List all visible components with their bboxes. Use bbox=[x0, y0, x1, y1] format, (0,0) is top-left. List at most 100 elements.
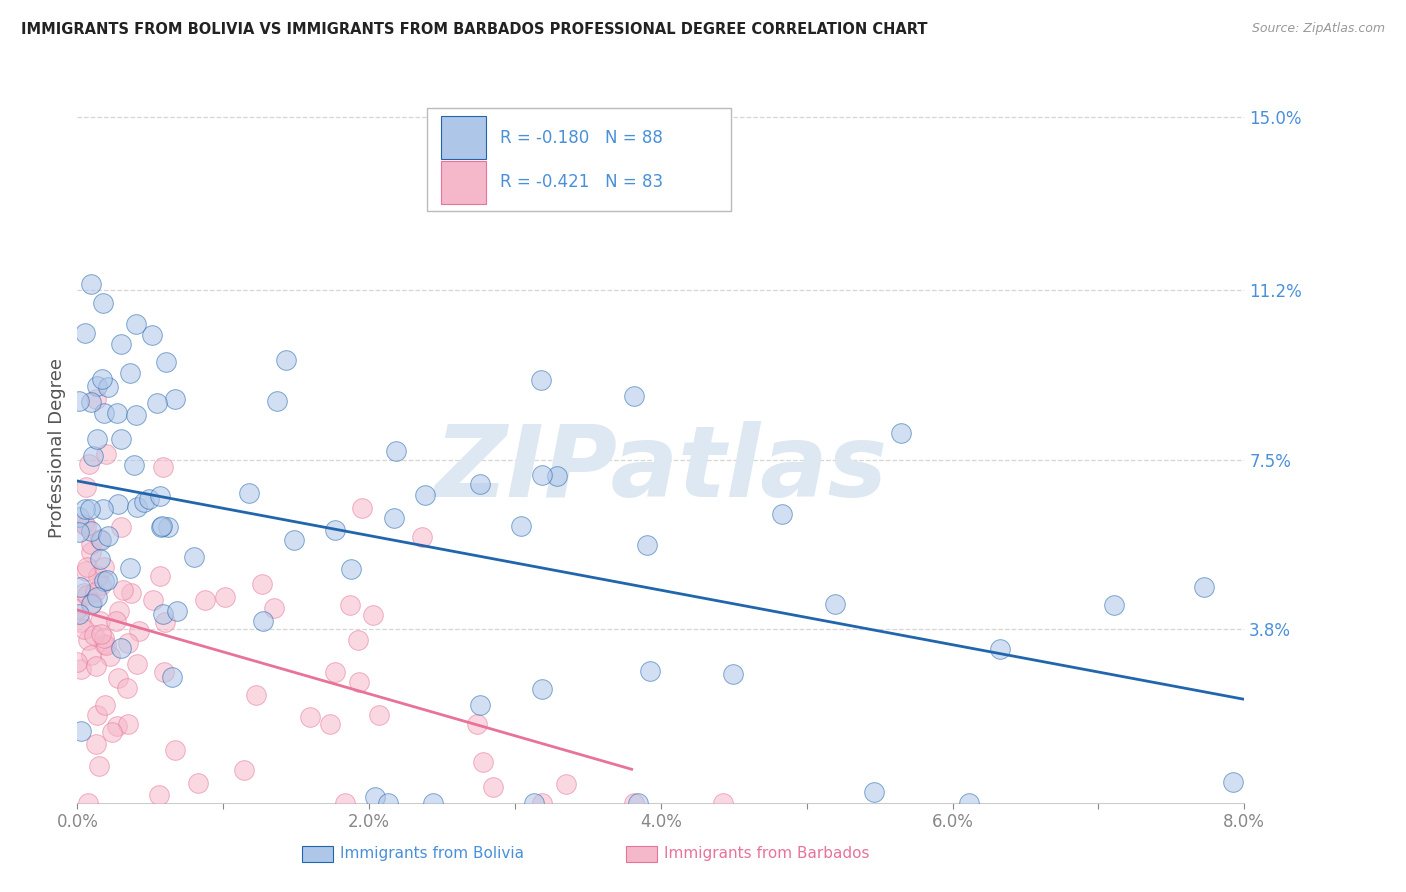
Point bbox=[623, 389, 645, 403]
Point bbox=[75, 480, 97, 494]
Point bbox=[69, 723, 91, 738]
Point bbox=[863, 785, 886, 799]
Point bbox=[142, 593, 165, 607]
Point bbox=[67, 525, 90, 540]
Point bbox=[120, 366, 142, 380]
Point bbox=[122, 458, 145, 472]
Point bbox=[117, 717, 139, 731]
Point bbox=[323, 523, 346, 537]
Point bbox=[546, 468, 568, 483]
Point bbox=[160, 670, 183, 684]
Point bbox=[233, 764, 256, 778]
Point bbox=[339, 562, 361, 576]
Point bbox=[411, 530, 433, 544]
Point bbox=[555, 777, 578, 791]
FancyBboxPatch shape bbox=[441, 161, 486, 203]
Point bbox=[105, 719, 128, 733]
Text: IMMIGRANTS FROM BOLIVIA VS IMMIGRANTS FROM BARBADOS PROFESSIONAL DEGREE CORRELAT: IMMIGRANTS FROM BOLIVIA VS IMMIGRANTS FR… bbox=[21, 22, 928, 37]
Point bbox=[96, 446, 118, 460]
Point bbox=[84, 659, 107, 673]
Point bbox=[107, 498, 129, 512]
Point bbox=[165, 743, 187, 757]
Point bbox=[120, 561, 142, 575]
Point bbox=[69, 615, 91, 630]
Point bbox=[84, 737, 107, 751]
Point bbox=[115, 681, 138, 696]
Point bbox=[339, 598, 361, 612]
Point bbox=[67, 607, 90, 622]
Point bbox=[70, 662, 93, 676]
FancyBboxPatch shape bbox=[427, 108, 731, 211]
Point bbox=[97, 379, 120, 393]
Point bbox=[89, 551, 111, 566]
Point bbox=[377, 796, 399, 810]
Point bbox=[155, 355, 177, 369]
Point bbox=[66, 655, 89, 669]
Point bbox=[89, 615, 111, 629]
Point bbox=[84, 392, 107, 406]
Point bbox=[82, 449, 104, 463]
Point bbox=[1104, 598, 1126, 612]
Text: Source: ZipAtlas.com: Source: ZipAtlas.com bbox=[1251, 22, 1385, 36]
Point bbox=[333, 796, 356, 810]
Point bbox=[468, 698, 491, 712]
FancyBboxPatch shape bbox=[441, 116, 486, 159]
Point bbox=[187, 775, 209, 789]
Point bbox=[90, 627, 112, 641]
Point bbox=[80, 596, 103, 610]
Point bbox=[125, 500, 148, 515]
Point bbox=[149, 569, 172, 583]
Point bbox=[152, 607, 174, 622]
Point bbox=[150, 518, 173, 533]
Point bbox=[770, 507, 793, 521]
Point bbox=[530, 372, 553, 386]
Y-axis label: Professional Degree: Professional Degree bbox=[48, 359, 66, 538]
Text: Immigrants from Barbados: Immigrants from Barbados bbox=[664, 847, 869, 861]
Point bbox=[110, 432, 132, 446]
Point bbox=[166, 604, 188, 618]
Text: ZIPatlas: ZIPatlas bbox=[434, 421, 887, 518]
Point bbox=[134, 495, 156, 509]
Point bbox=[80, 537, 103, 551]
Point bbox=[80, 277, 103, 292]
Point bbox=[165, 392, 187, 407]
Point bbox=[77, 457, 100, 471]
Point bbox=[138, 491, 160, 506]
Point bbox=[76, 588, 98, 602]
Point bbox=[110, 520, 132, 534]
Point bbox=[124, 317, 146, 331]
Point bbox=[385, 444, 408, 458]
Point bbox=[128, 624, 150, 639]
Point bbox=[346, 632, 368, 647]
Point bbox=[76, 796, 98, 810]
Point bbox=[150, 520, 173, 534]
Point bbox=[531, 467, 554, 482]
Point bbox=[509, 518, 531, 533]
Point bbox=[110, 641, 132, 656]
Point bbox=[93, 631, 115, 645]
Point bbox=[86, 591, 108, 605]
Point bbox=[87, 759, 110, 773]
Point bbox=[627, 796, 650, 810]
Point bbox=[93, 406, 115, 420]
Point bbox=[531, 796, 554, 810]
Point bbox=[107, 604, 129, 618]
Point bbox=[252, 614, 274, 628]
Point bbox=[101, 725, 124, 739]
Point bbox=[91, 502, 114, 516]
Point bbox=[283, 533, 305, 547]
Point bbox=[988, 641, 1011, 656]
Point bbox=[105, 405, 128, 419]
Point bbox=[299, 710, 322, 724]
Point bbox=[636, 538, 658, 552]
Point bbox=[83, 627, 105, 641]
Point bbox=[194, 593, 217, 607]
Point bbox=[125, 409, 148, 423]
Point bbox=[67, 510, 90, 524]
Point bbox=[67, 394, 90, 409]
Point bbox=[80, 524, 103, 538]
Point bbox=[84, 584, 107, 599]
Point bbox=[721, 666, 744, 681]
Point bbox=[319, 716, 342, 731]
Point bbox=[155, 615, 177, 629]
